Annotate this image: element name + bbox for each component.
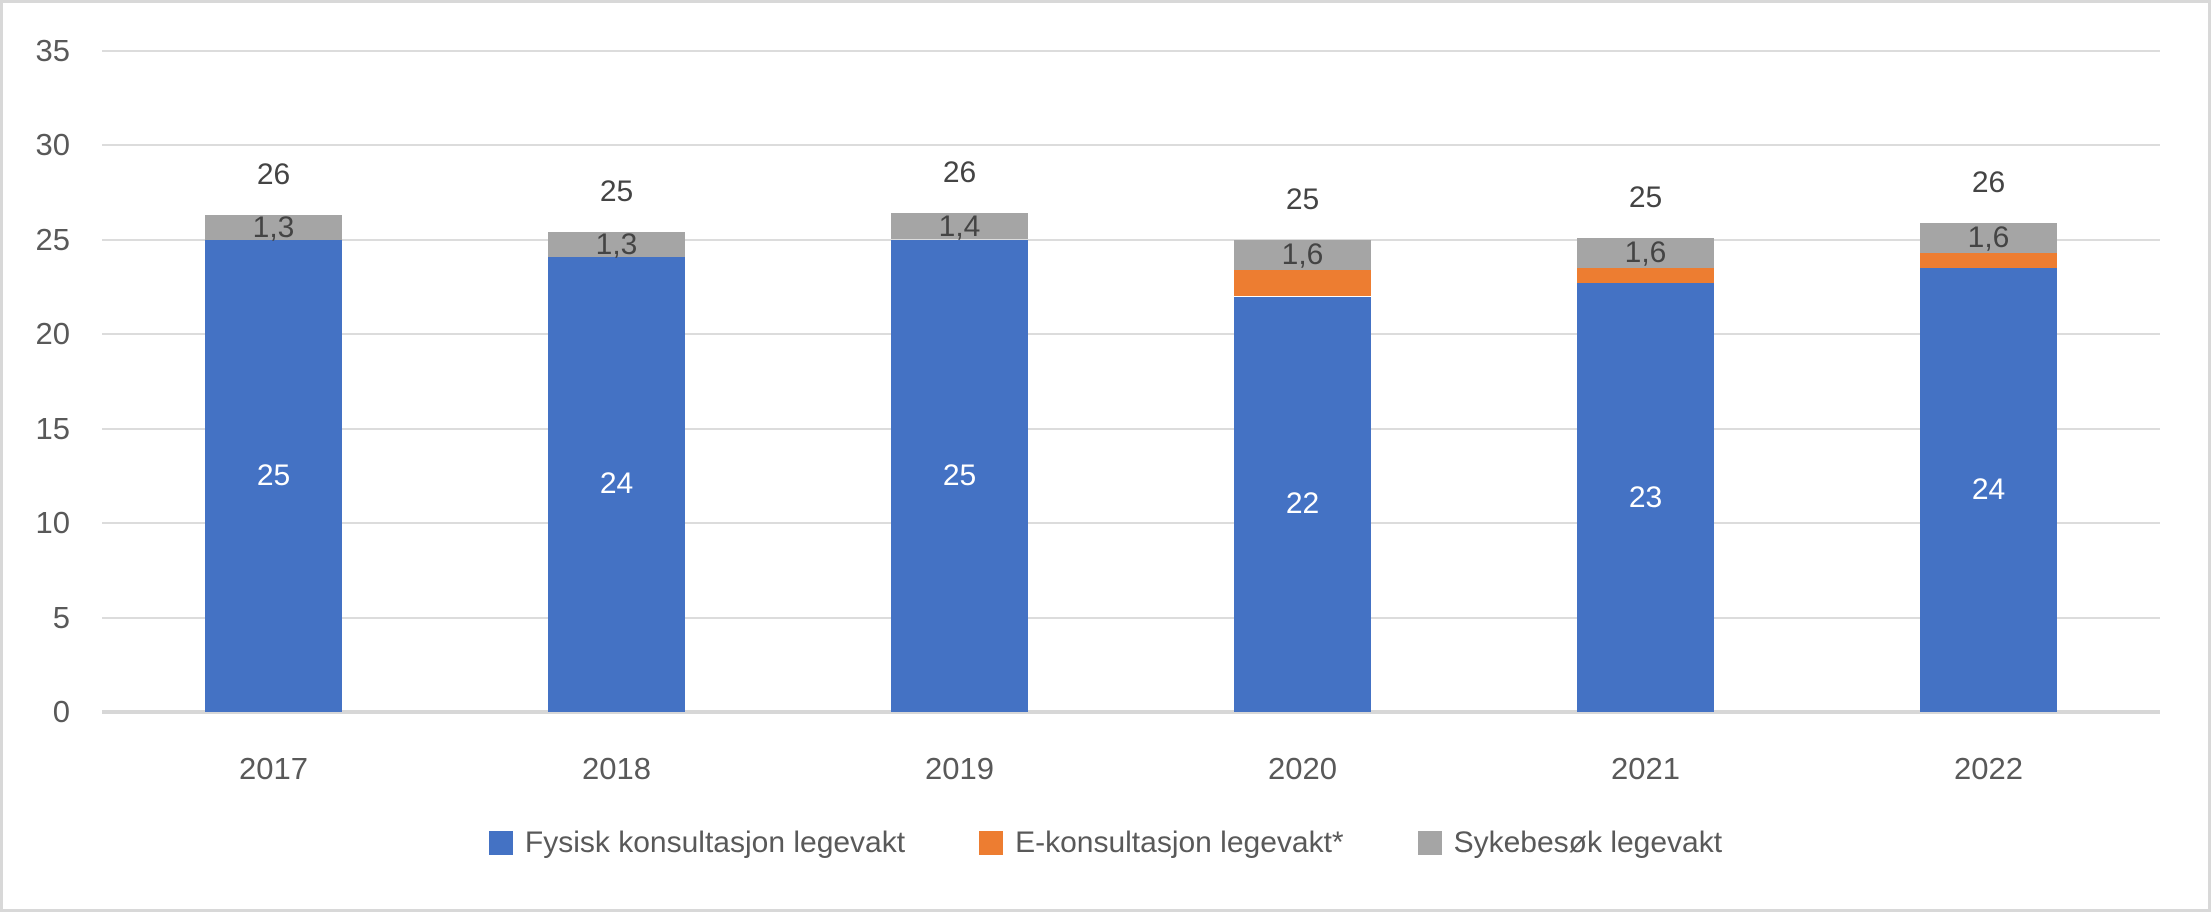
bar-segment-2017-series0 [205, 240, 342, 712]
bar-segment-2022-series2 [1920, 223, 2057, 253]
bar-segment-2018-series0 [548, 257, 685, 712]
bar-value-label-2022-series0: 24 [1971, 473, 2006, 506]
bar-total-label-2022: 26 [1971, 166, 2006, 199]
bar-segment-2022-series0 [1920, 268, 2057, 712]
gridline-35 [102, 50, 2160, 52]
bar-segment-2019-series0 [891, 240, 1028, 712]
gridline-10 [102, 522, 2160, 524]
bar-value-label-2017-series2: 1,3 [252, 211, 295, 244]
bar-segment-2021-series0 [1577, 283, 1714, 712]
legend-item-series2: Sykebesøk legevakt [1417, 826, 1723, 860]
x-tick-label-2022: 2022 [1954, 751, 2023, 786]
x-tick-label-2019: 2019 [925, 751, 994, 786]
gridline-15 [102, 428, 2160, 430]
x-tick-label-2017: 2017 [239, 751, 308, 786]
y-tick-label-15: 15 [35, 411, 70, 446]
gridline-30 [102, 144, 2160, 146]
x-tick-label-2018: 2018 [582, 751, 651, 786]
legend-item-series0: Fysisk konsultasjon legevakt [488, 826, 906, 860]
y-tick-label-35: 35 [35, 33, 70, 68]
bar-segment-2022-series1 [1920, 253, 2057, 268]
y-tick-label-5: 5 [52, 600, 70, 635]
legend-label: Fysisk konsultasjon legevakt [524, 826, 906, 859]
legend: Fysisk konsultasjon legevakt E-konsultasj… [0, 826, 2211, 860]
bar-value-label-2021-series0: 23 [1628, 481, 1663, 514]
bar-value-label-2018-series0: 24 [599, 467, 634, 500]
bar-value-label-2020-series0: 22 [1285, 487, 1320, 520]
legend-label: Sykebesøk legevakt [1453, 826, 1723, 859]
gridline-25 [102, 239, 2160, 241]
bar-segment-2019-series2 [891, 213, 1028, 239]
y-tick-label-10: 10 [35, 505, 70, 540]
bar-value-label-2020-series2: 1,6 [1281, 238, 1324, 271]
x-tick-label-2020: 2020 [1268, 751, 1337, 786]
legend-swatch-icon [488, 831, 513, 855]
bar-value-label-2018-series2: 1,3 [595, 228, 638, 261]
bar-segment-2020-series1 [1234, 270, 1371, 296]
legend-swatch-icon [979, 831, 1004, 855]
x-tick-label-2021: 2021 [1611, 751, 1680, 786]
bar-total-label-2018: 25 [599, 175, 634, 208]
y-tick-label-25: 25 [35, 222, 70, 257]
bar-segment-2020-series0 [1234, 297, 1371, 712]
bar-total-label-2017: 26 [256, 158, 291, 191]
legend-label: E-konsultasjon legevakt* [1015, 826, 1344, 859]
legend-item-series1: E-konsultasjon legevakt* [979, 826, 1344, 860]
bar-segment-2021-series2 [1577, 238, 1714, 268]
bar-value-label-2019-series2: 1,4 [938, 210, 981, 243]
bar-total-label-2020: 25 [1285, 183, 1320, 216]
bar-value-label-2019-series0: 25 [942, 459, 977, 492]
bar-total-label-2019: 26 [942, 156, 977, 189]
bar-value-label-2022-series2: 1,6 [1967, 221, 2010, 254]
legend-swatch-icon [1417, 831, 1442, 855]
bar-segment-2020-series2 [1234, 240, 1371, 270]
gridline-5 [102, 617, 2160, 619]
gridline-20 [102, 333, 2160, 335]
y-tick-label-20: 20 [35, 316, 70, 351]
y-tick-label-30: 30 [35, 127, 70, 162]
y-tick-label-0: 0 [52, 694, 70, 729]
bar-segment-2018-series2 [548, 232, 685, 257]
x-axis-line [102, 710, 2160, 714]
bar-value-label-2021-series2: 1,6 [1624, 236, 1667, 269]
bar-total-label-2021: 25 [1628, 181, 1663, 214]
bar-segment-2017-series2 [205, 215, 342, 240]
bar-value-label-2017-series0: 25 [256, 459, 291, 492]
bar-segment-2021-series1 [1577, 268, 1714, 283]
